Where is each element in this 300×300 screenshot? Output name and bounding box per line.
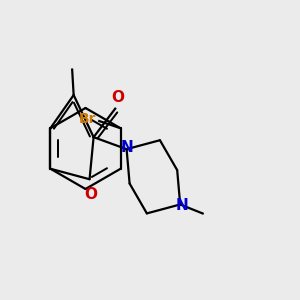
Text: N: N (175, 199, 188, 214)
Text: O: O (85, 187, 98, 202)
Text: N: N (121, 140, 133, 155)
Text: Br: Br (79, 112, 97, 126)
Text: O: O (111, 90, 124, 105)
